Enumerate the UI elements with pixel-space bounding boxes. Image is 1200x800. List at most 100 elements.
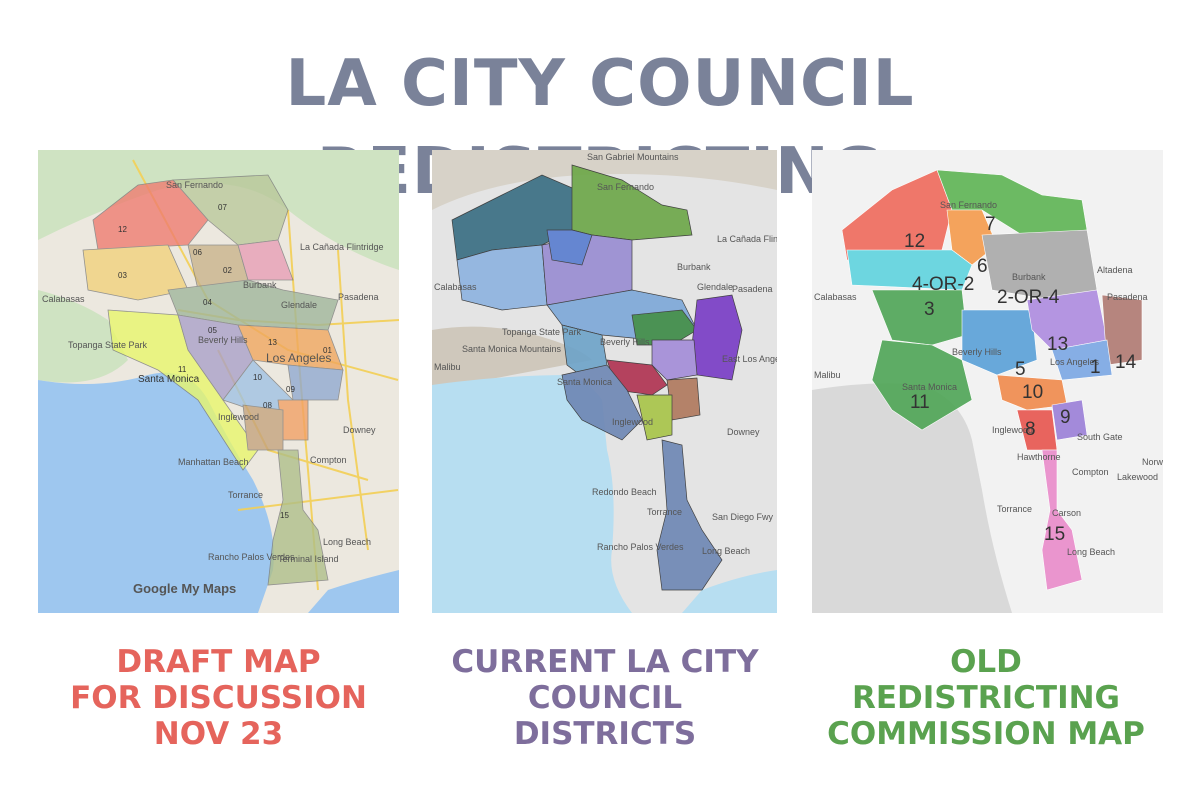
map2-place: San Fernando — [597, 182, 654, 192]
map2-place: Long Beach — [702, 546, 750, 556]
district-label: 13 — [1047, 334, 1068, 355]
map3-place: Altadena — [1097, 265, 1133, 275]
district-label: 2-OR-4 — [997, 287, 1060, 308]
district-15 — [1041, 449, 1083, 591]
district-6 — [546, 229, 593, 266]
map3-place: Torrance — [997, 504, 1032, 514]
map2-place: Beverly Hills — [600, 337, 650, 347]
district-label: 04 — [203, 298, 212, 307]
district-label: 08 — [263, 401, 272, 410]
map2-place: Inglewood — [612, 417, 653, 427]
district-label: 05 — [208, 326, 217, 335]
map3-place: Carson — [1052, 508, 1081, 518]
current-districts-map[interactable]: San Gabriel Mountains San Fernando La Ca… — [432, 150, 777, 613]
map2-place: Torrance — [647, 507, 682, 517]
district-02 — [237, 239, 294, 281]
map1-place: Downey — [343, 425, 376, 435]
map1-place: Pasadena — [338, 292, 379, 302]
map2-place: Calabasas — [434, 282, 477, 292]
map2-place: East Los Angeles — [722, 354, 777, 364]
district-3 — [871, 289, 968, 346]
map3-place: Malibu — [814, 370, 841, 380]
map3-place: Lakewood — [1117, 472, 1158, 482]
map3-place: Inglewood — [992, 425, 1033, 435]
map3-place: Pasadena — [1107, 292, 1148, 302]
district-1 — [1051, 339, 1113, 381]
district-label: 07 — [218, 203, 227, 212]
map2-place: Redondo Beach — [592, 487, 657, 497]
map1-place: Burbank — [243, 280, 277, 290]
district-label: 12 — [118, 225, 127, 234]
district-label: 14 — [1115, 352, 1137, 373]
map2-place: Malibu — [434, 362, 461, 372]
map-attribution: Google My Maps — [133, 581, 236, 596]
map2-place: Santa Monica Mountains — [462, 344, 562, 354]
map2-place: Glendale — [697, 282, 733, 292]
map1-place: Torrance — [228, 490, 263, 500]
map2-place: Rancho Palos Verdes — [597, 542, 684, 552]
map1-place: Inglewood — [218, 412, 259, 422]
map1-place: Terminal Island — [278, 554, 339, 564]
district-label: 11 — [910, 392, 930, 413]
district-11 — [561, 364, 643, 441]
map3-place: San Fernando — [940, 200, 997, 210]
map1-place: Compton — [310, 455, 347, 465]
district-label: 1 — [1090, 357, 1101, 378]
district-label: 6 — [977, 256, 988, 277]
district-label: 11 — [178, 365, 187, 374]
district-label: 06 — [193, 248, 202, 257]
map2-place: La Cañada Flintridge — [717, 234, 777, 244]
map2-place: San Gabriel Mountains — [587, 152, 679, 162]
district-label: 13 — [268, 338, 277, 347]
old-commission-map[interactable]: San Fernando Burbank Altadena Calabasas … — [812, 150, 1163, 613]
map2-place: Burbank — [677, 262, 711, 272]
map2-place: Santa Monica — [557, 377, 612, 387]
district-8 — [636, 394, 673, 441]
district-label: 10 — [1022, 382, 1043, 403]
map1-place: Los Angeles — [266, 351, 331, 365]
district-15 — [267, 449, 329, 586]
district-label: 8 — [1025, 419, 1036, 440]
map1-place: Santa Monica — [138, 374, 200, 385]
district-11 — [871, 339, 973, 431]
district-label: 3 — [924, 299, 935, 320]
map1-place: Rancho Palos Verdes — [208, 552, 295, 562]
district-9 — [1051, 399, 1088, 441]
district-label: 9 — [1060, 407, 1071, 428]
district-label: 02 — [223, 266, 232, 275]
map1-place: San Fernando — [166, 180, 223, 190]
old-commission-caption: OLD REDISTRICTING COMMISSION MAP — [827, 644, 1145, 752]
map1-place: Calabasas — [42, 294, 85, 304]
district-03 — [82, 244, 189, 301]
district-01 — [287, 364, 344, 401]
map3-place: Long Beach — [1067, 547, 1115, 557]
district-10 — [996, 374, 1068, 411]
map2-place: San Diego Fwy — [712, 512, 774, 522]
map3-place: Norwalk — [1142, 457, 1163, 467]
map3-place: Calabasas — [814, 292, 857, 302]
map1-place: Topanga State Park — [68, 340, 148, 350]
district-5 — [961, 309, 1038, 376]
map3-place: Los Angeles — [1050, 357, 1100, 367]
district-label: 7 — [985, 214, 996, 235]
map2-place: Topanga State Park — [502, 327, 582, 337]
map3-place: Santa Monica — [902, 382, 957, 392]
district-1 — [651, 339, 698, 381]
district-label: 12 — [904, 231, 925, 252]
map3-place: South Gate — [1077, 432, 1123, 442]
district-14 — [691, 294, 743, 381]
map3-place: Compton — [1072, 467, 1109, 477]
map1-place: Glendale — [281, 300, 317, 310]
map3-place: Beverly Hills — [952, 347, 1002, 357]
district-label: 5 — [1015, 359, 1026, 380]
draft-map-caption: DRAFT MAP FOR DISCUSSION NOV 23 — [70, 644, 367, 752]
map3-place: Burbank — [1012, 272, 1046, 282]
draft-map[interactable]: San Fernando La Cañada Flintridge Burban… — [38, 150, 399, 613]
map1-place: La Cañada Flintridge — [300, 242, 384, 252]
district-label: 10 — [253, 373, 262, 382]
district-13 — [631, 309, 698, 346]
district-label: 03 — [118, 271, 127, 280]
district-6 — [946, 209, 998, 266]
map1-place: Long Beach — [323, 537, 371, 547]
map2-place: Downey — [727, 427, 760, 437]
